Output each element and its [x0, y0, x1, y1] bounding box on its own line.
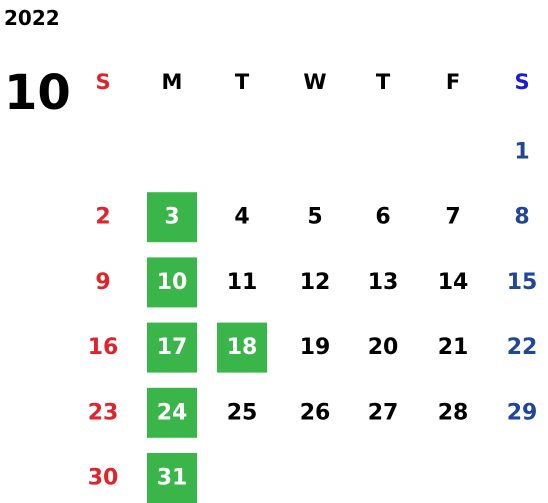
weekday-label: F	[446, 70, 460, 94]
highlight-box	[217, 322, 267, 373]
weekday-label: T	[235, 70, 250, 94]
day-number: 20	[368, 335, 399, 360]
day-number: 4	[234, 205, 249, 230]
weekday-label: M	[162, 70, 183, 94]
highlight-box	[147, 192, 197, 243]
day-number: 9	[95, 270, 110, 295]
day-number: 10	[157, 270, 188, 295]
day-number: 27	[368, 400, 399, 425]
day-number: 26	[300, 400, 331, 425]
day-number: 24	[157, 400, 188, 425]
day-number: 17	[157, 335, 188, 360]
day-number: 7	[445, 205, 460, 230]
day-number: 15	[507, 270, 538, 295]
day-number: 14	[438, 270, 469, 295]
day-number: 30	[88, 466, 119, 491]
day-number: 29	[507, 400, 538, 425]
day-number: 31	[157, 466, 188, 491]
weekday-label: S	[95, 70, 110, 94]
day-number: 1	[514, 140, 529, 165]
day-number: 23	[88, 400, 119, 425]
day-number: 25	[227, 400, 258, 425]
highlight-box	[147, 453, 197, 503]
day-number: 2	[95, 205, 110, 230]
day-number: 19	[300, 335, 331, 360]
day-number: 22	[507, 335, 538, 360]
day-number: 8	[514, 205, 529, 230]
day-number: 5	[307, 205, 322, 230]
day-number: 28	[438, 400, 469, 425]
month: 10	[4, 65, 71, 121]
day-number: 3	[164, 205, 179, 230]
year: 2022	[4, 6, 60, 30]
day-number: 11	[227, 270, 258, 295]
day-number: 16	[88, 335, 119, 360]
day-number: 13	[368, 270, 399, 295]
weekday-label: T	[376, 70, 391, 94]
weekday-label: W	[303, 70, 326, 94]
highlight-box	[147, 257, 197, 308]
day-number: 18	[227, 335, 258, 360]
day-number: 21	[438, 335, 469, 360]
highlight-box	[147, 387, 197, 438]
highlight-box	[147, 322, 197, 373]
day-number: 12	[300, 270, 331, 295]
weekday-label: S	[514, 70, 529, 94]
day-number: 6	[375, 205, 390, 230]
